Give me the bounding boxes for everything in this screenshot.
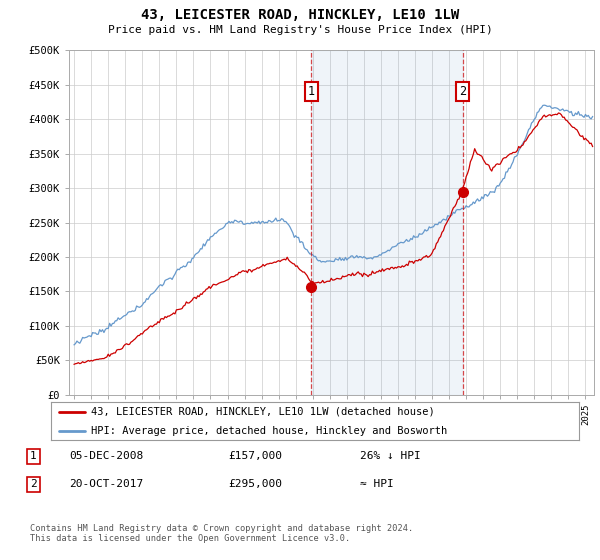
Text: 26% ↓ HPI: 26% ↓ HPI: [360, 451, 421, 461]
Text: 20-OCT-2017: 20-OCT-2017: [69, 479, 143, 489]
Text: 43, LEICESTER ROAD, HINCKLEY, LE10 1LW (detached house): 43, LEICESTER ROAD, HINCKLEY, LE10 1LW (…: [91, 407, 434, 417]
Text: HPI: Average price, detached house, Hinckley and Bosworth: HPI: Average price, detached house, Hinc…: [91, 426, 447, 436]
Text: 2: 2: [30, 479, 37, 489]
Text: 2: 2: [459, 85, 466, 98]
Bar: [311, 50, 463, 395]
Text: Price paid vs. HM Land Registry's House Price Index (HPI): Price paid vs. HM Land Registry's House …: [107, 25, 493, 35]
Text: 1: 1: [308, 85, 315, 98]
Text: ≈ HPI: ≈ HPI: [360, 479, 394, 489]
Text: Contains HM Land Registry data © Crown copyright and database right 2024.
This d: Contains HM Land Registry data © Crown c…: [30, 524, 413, 543]
Text: £295,000: £295,000: [228, 479, 282, 489]
Text: £157,000: £157,000: [228, 451, 282, 461]
Text: 1: 1: [30, 451, 37, 461]
Text: 43, LEICESTER ROAD, HINCKLEY, LE10 1LW: 43, LEICESTER ROAD, HINCKLEY, LE10 1LW: [141, 8, 459, 22]
Text: 05-DEC-2008: 05-DEC-2008: [69, 451, 143, 461]
